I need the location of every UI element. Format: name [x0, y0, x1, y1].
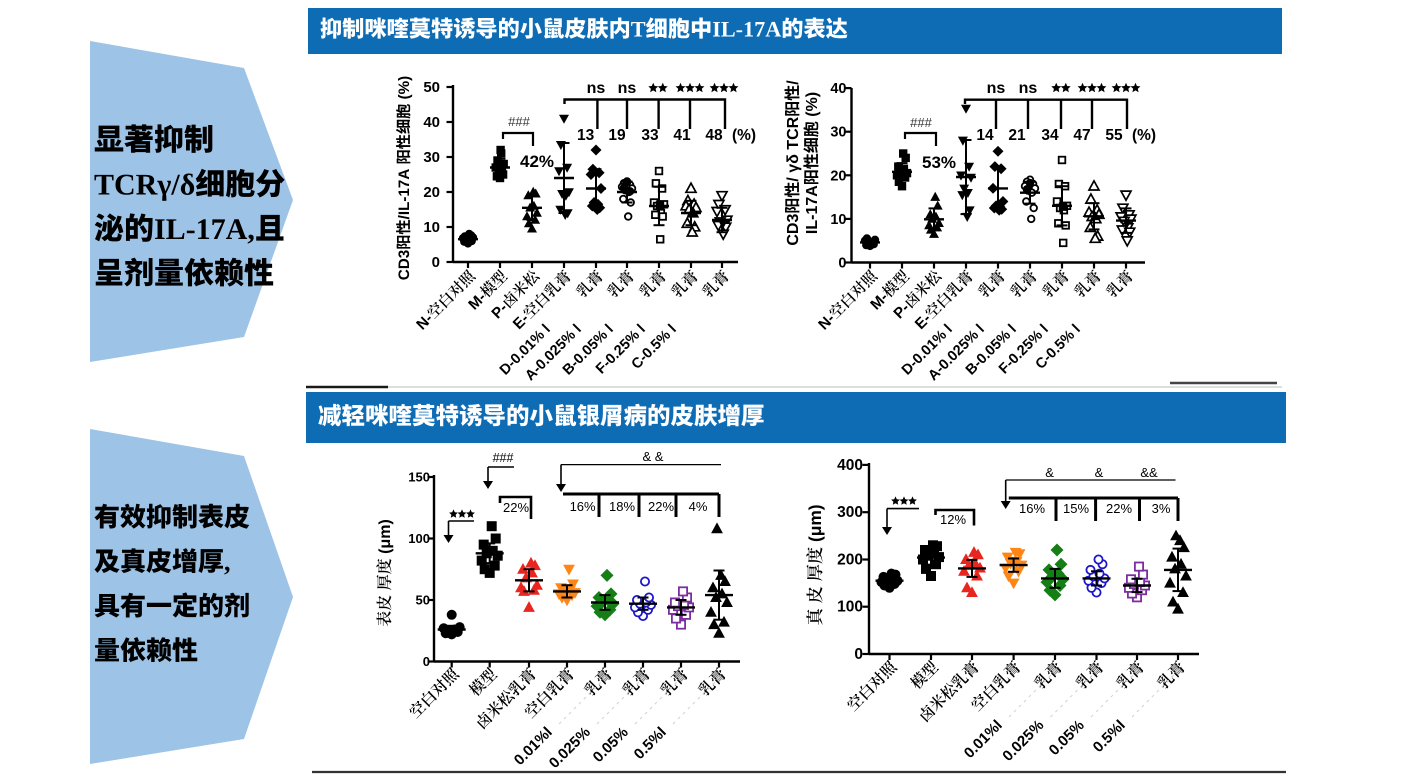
svg-text:&&: &&: [1140, 465, 1158, 480]
svg-text:(%): (%): [1132, 127, 1156, 144]
svg-text:41: 41: [673, 127, 691, 144]
svg-text:48: 48: [705, 127, 723, 144]
svg-text:30: 30: [830, 125, 846, 141]
svg-text:###: ###: [493, 451, 514, 465]
svg-text:0: 0: [432, 254, 440, 271]
svg-text:20: 20: [830, 168, 846, 184]
svg-text:50: 50: [423, 79, 440, 96]
svg-text:21: 21: [1008, 127, 1026, 144]
svg-text:###: ###: [910, 115, 932, 130]
svg-text:50: 50: [416, 593, 430, 608]
svg-text:& &: & &: [643, 449, 664, 464]
svg-text:3%: 3%: [1152, 501, 1171, 516]
svg-text:200: 200: [837, 552, 863, 569]
svg-text:&: &: [1095, 465, 1104, 480]
svg-text:0: 0: [838, 256, 846, 272]
svg-text:(%): (%): [732, 127, 756, 144]
svg-text:18%: 18%: [609, 499, 635, 514]
svg-text:12%: 12%: [940, 512, 966, 527]
svg-text:22%: 22%: [1106, 501, 1132, 516]
svg-text:300: 300: [837, 504, 863, 521]
svg-text:ns: ns: [587, 80, 606, 97]
svg-text:47: 47: [1073, 127, 1090, 144]
svg-text:13: 13: [577, 127, 595, 144]
svg-text:30: 30: [423, 149, 440, 166]
svg-text:14: 14: [976, 127, 994, 144]
svg-text:100: 100: [408, 531, 430, 546]
svg-text:4%: 4%: [689, 499, 708, 514]
svg-text:0: 0: [854, 646, 863, 663]
svg-text:42%: 42%: [520, 152, 554, 171]
svg-text:100: 100: [837, 599, 863, 616]
svg-text:53%: 53%: [922, 153, 956, 172]
svg-text:400: 400: [837, 457, 863, 474]
svg-text:ns: ns: [1019, 80, 1038, 97]
svg-text:15%: 15%: [1063, 501, 1089, 516]
svg-text:###: ###: [508, 114, 530, 129]
svg-text:22%: 22%: [648, 499, 674, 514]
svg-text:150: 150: [408, 470, 430, 485]
svg-text:55: 55: [1105, 127, 1123, 144]
svg-text:ns: ns: [618, 80, 637, 97]
svg-text:33: 33: [641, 127, 659, 144]
svg-text:19: 19: [608, 127, 626, 144]
svg-text:&: &: [1045, 465, 1054, 480]
svg-text:16%: 16%: [1019, 501, 1045, 516]
svg-text:40: 40: [830, 81, 846, 97]
svg-text:16%: 16%: [570, 499, 596, 514]
svg-text:34: 34: [1041, 127, 1059, 144]
svg-text:10: 10: [423, 219, 440, 236]
svg-text:40: 40: [423, 114, 440, 131]
svg-text:22%: 22%: [503, 500, 529, 515]
svg-text:10: 10: [830, 212, 846, 228]
svg-text:ns: ns: [987, 80, 1006, 97]
svg-text:20: 20: [423, 184, 440, 201]
svg-text:0: 0: [423, 654, 430, 669]
